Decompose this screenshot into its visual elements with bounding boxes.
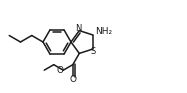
- Text: O: O: [69, 75, 76, 84]
- Text: O: O: [57, 66, 64, 75]
- Text: N: N: [76, 24, 82, 33]
- Text: S: S: [91, 47, 96, 56]
- Text: NH₂: NH₂: [95, 27, 112, 36]
